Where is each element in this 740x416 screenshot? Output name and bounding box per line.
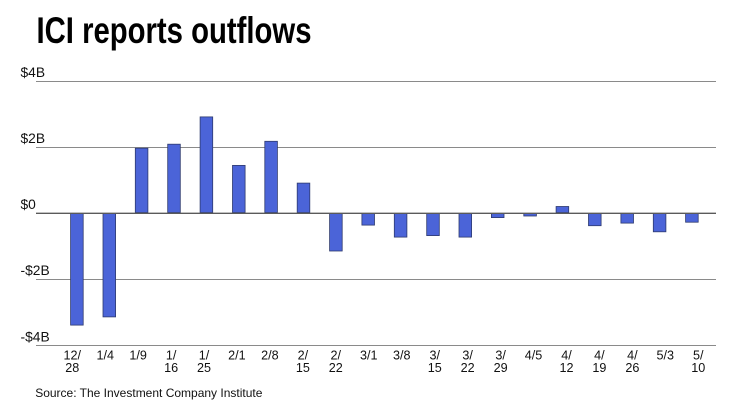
svg-text:4/5: 4/5 (525, 349, 543, 363)
svg-text:ICI reports outflows: ICI reports outflows (37, 10, 312, 51)
svg-text:3/29: 3/29 (494, 349, 508, 375)
svg-text:$4B: $4B (21, 65, 46, 80)
svg-text:1/9: 1/9 (129, 349, 147, 363)
svg-text:-$4B: -$4B (21, 329, 50, 344)
svg-text:-$2B: -$2B (21, 263, 50, 278)
svg-text:2/1: 2/1 (228, 349, 246, 363)
svg-text:$2B: $2B (21, 131, 46, 146)
svg-text:5/3: 5/3 (657, 349, 675, 363)
svg-text:3/8: 3/8 (393, 349, 411, 363)
svg-text:4/26: 4/26 (625, 349, 639, 375)
svg-text:$0: $0 (21, 197, 37, 212)
svg-text:3/1: 3/1 (360, 349, 378, 363)
svg-text:3/15: 3/15 (428, 349, 442, 375)
svg-text:2/22: 2/22 (329, 349, 343, 375)
svg-text:3/22: 3/22 (461, 349, 475, 375)
svg-text:2/8: 2/8 (261, 349, 279, 363)
svg-text:4/12: 4/12 (559, 349, 573, 375)
svg-text:1/16: 1/16 (164, 349, 178, 375)
svg-text:2/15: 2/15 (296, 349, 310, 375)
svg-text:1/4: 1/4 (96, 349, 114, 363)
svg-text:Source: The Investment Company: Source: The Investment Company Institute (35, 386, 263, 400)
svg-text:4/19: 4/19 (592, 349, 606, 375)
svg-text:1/25: 1/25 (197, 349, 211, 375)
svg-text:5/10: 5/10 (691, 349, 705, 375)
svg-text:12/28: 12/28 (63, 349, 81, 375)
